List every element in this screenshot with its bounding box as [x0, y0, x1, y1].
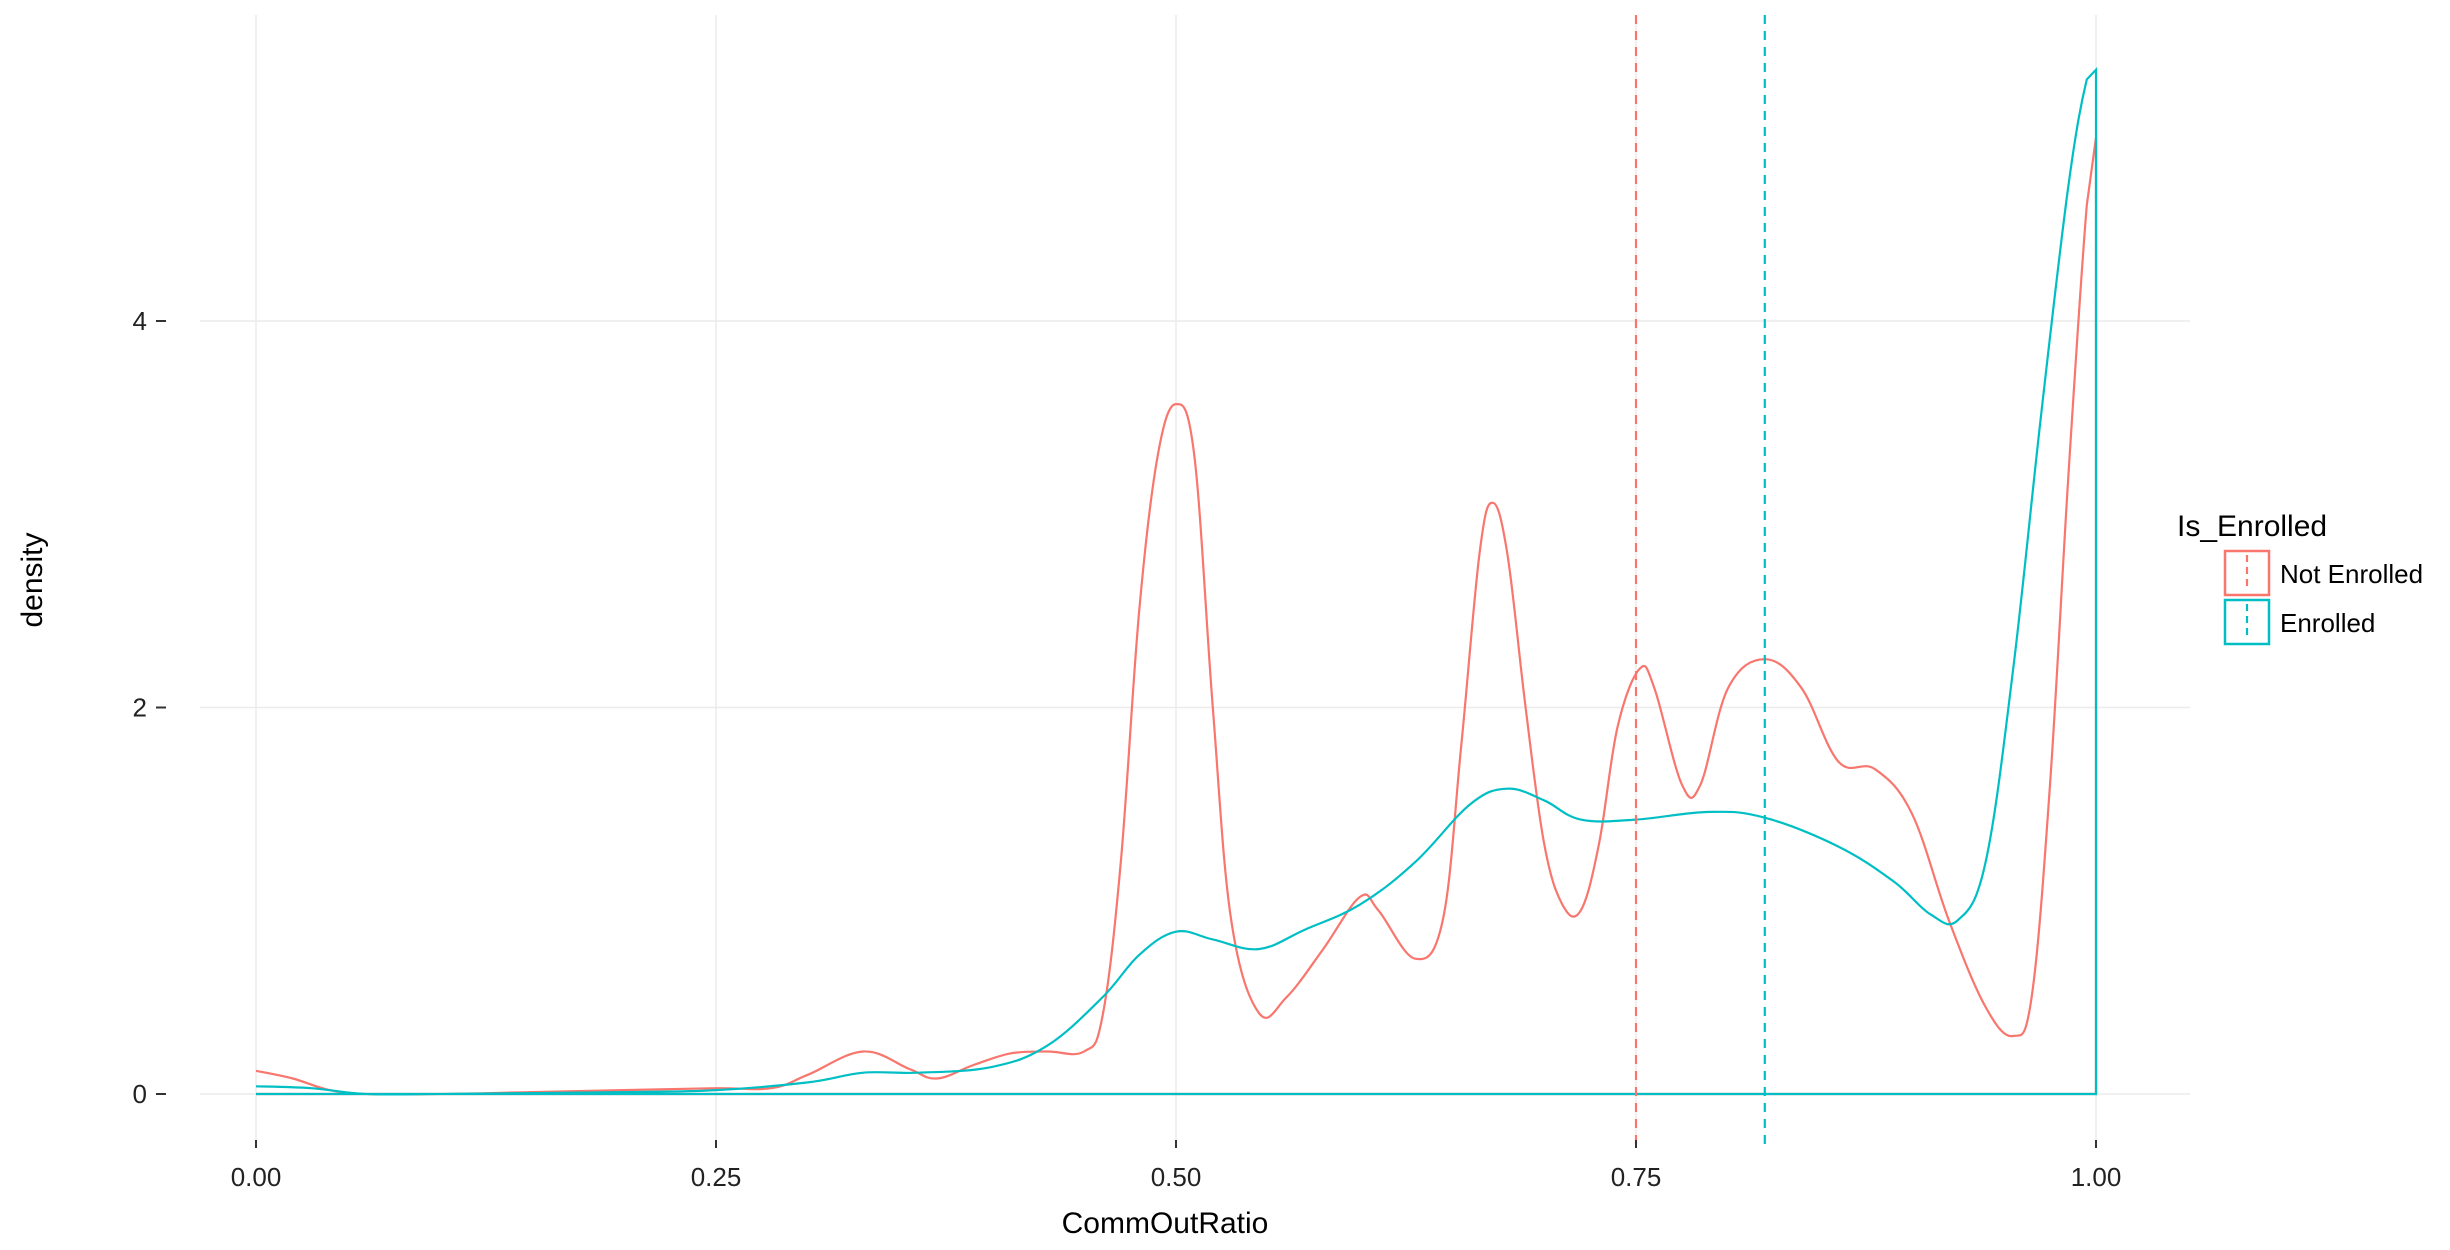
- legend-item-enrolled: Enrolled: [2223, 598, 2375, 646]
- x-tick-label: 1.00: [2071, 1162, 2122, 1192]
- axes: 0.00 0.25 0.50 0.75 1.00 0 2 4: [133, 306, 2122, 1192]
- series-line-enrolled: [255, 67, 2098, 1096]
- y-tick-label: 0: [133, 1079, 147, 1109]
- x-tick-label: 0.75: [1611, 1162, 1662, 1192]
- x-tick-label: 0.00: [231, 1162, 282, 1192]
- mean-lines: [1634, 15, 1766, 1148]
- legend: Is_Enrolled Not Enrolled Enrolled: [2177, 510, 2423, 646]
- gridlines: [200, 15, 2190, 1140]
- x-axis-title: CommOutRatio: [1062, 1207, 1269, 1240]
- legend-title: Is_Enrolled: [2177, 510, 2327, 543]
- y-tick-label: 4: [133, 306, 147, 336]
- legend-label: Not Enrolled: [2280, 559, 2423, 589]
- legend-item-not-enrolled: Not Enrolled: [2223, 549, 2423, 597]
- series-line-not-enrolled: [255, 137, 2098, 1096]
- y-tick-label: 2: [133, 693, 147, 723]
- series-layer: [255, 67, 2098, 1096]
- legend-label: Enrolled: [2280, 608, 2375, 638]
- y-axis-title: density: [16, 532, 49, 627]
- x-tick-label: 0.25: [691, 1162, 742, 1192]
- x-tick-label: 0.50: [1151, 1162, 1202, 1192]
